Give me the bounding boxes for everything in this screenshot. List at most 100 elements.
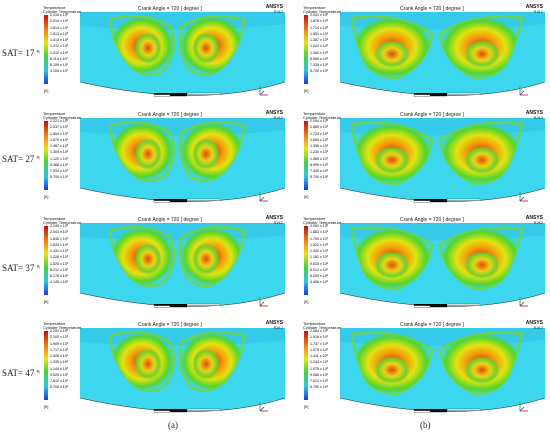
colorbar xyxy=(304,121,308,190)
row-label-sat-17: SAT= 17 ºC xyxy=(2,48,46,58)
colorbar-tick-label: 5.700 x 10² xyxy=(310,69,328,74)
simulation-panel-1: Temperature Cylinder Temperature 2.215 x… xyxy=(40,4,285,104)
caption-a: (a) xyxy=(168,420,178,430)
legend-title: Temperature xyxy=(43,216,66,221)
colorbar-tick-label: 1.703 x 10³ xyxy=(310,236,328,241)
colorbar-tick-label: 4.104 x 10² xyxy=(50,69,68,74)
colorbar-tick-label: 1.551 x 10³ xyxy=(310,31,328,36)
crank-angle-label: Crank Angle = 720 [ degree ] xyxy=(138,322,202,328)
colorbar-tick-label: 1.025 x 10³ xyxy=(50,261,68,266)
colorbar-tick-label: 9.815 x 10² xyxy=(310,261,328,266)
ansys-logo: ANSYS R19.2 xyxy=(525,320,543,331)
scale-bar xyxy=(153,408,221,413)
legend-subtitle: Cylinder Temperature xyxy=(43,325,82,331)
unit-label: [K] xyxy=(44,89,49,93)
crank-angle-label: Crank Angle = 720 [ degree ] xyxy=(400,322,464,328)
temperature-field xyxy=(79,328,285,412)
unit-label: [K] xyxy=(304,405,309,409)
hot-region xyxy=(192,348,220,380)
temperature-field xyxy=(79,12,285,96)
colorbar-tick-label: 1.060 x 10³ xyxy=(310,50,328,55)
temperature-field xyxy=(339,12,545,96)
axis-triad-icon xyxy=(519,192,528,202)
colorbar-tick-label: 7.612 x 10² xyxy=(50,379,68,383)
colorbar-tick-label: 5.700 x 10² xyxy=(310,385,328,390)
axis-triad-icon xyxy=(259,86,268,96)
hot-region xyxy=(374,146,410,174)
colorbar-ticks: 2.291 x 10³ 2.100 x 10³ 1.909 x 10³ 1.717 x… xyxy=(50,329,68,393)
ansys-logo: ANSYS R19.2 xyxy=(265,4,283,15)
colorbar-tick-label: 1.387 x 10³ xyxy=(310,38,328,42)
colorbar-tick-label: 2.084 x 10³ xyxy=(310,329,328,333)
colorbar-tick-label: 6.209 x 10² xyxy=(310,274,328,278)
axis-triad-icon xyxy=(519,297,528,307)
crank-angle-label: Crank Angle = 720 [ degree ] xyxy=(138,6,202,12)
hot-region xyxy=(134,32,162,64)
legend-subtitle: Cylinder Temperature xyxy=(43,220,82,226)
colorbar-tick-label: 1.670 x 10³ xyxy=(50,137,68,142)
simulation-panel-4: Temperature Cylinder Temperature 2.054 x… xyxy=(300,110,545,210)
simulation-panel-3: Temperature Cylinder Temperature 2.221 x… xyxy=(40,110,285,210)
colorbar-tick-label: 1.243 x 10³ xyxy=(310,360,328,365)
legend-title: Temperature xyxy=(303,321,326,326)
legend-title: Temperature xyxy=(43,111,66,116)
colorbar-tick-label: 1.613 x 10³ xyxy=(50,31,68,36)
axis-triad-icon xyxy=(259,192,268,202)
colorbar-tick-label: 2.291 x 10³ xyxy=(50,329,68,333)
scale-bar xyxy=(153,303,221,308)
caption-b: (b) xyxy=(420,420,431,430)
colorbar-tick-label: 9.066 x 10² xyxy=(310,372,328,377)
colorbar-tick-label: 6.178 x 10² xyxy=(50,274,68,278)
scale-bar xyxy=(413,303,481,308)
row-label-sat-27: SAT= 27 ºC xyxy=(2,154,46,164)
hot-region xyxy=(464,356,500,384)
scale-bar xyxy=(413,408,481,413)
colorbar-ticks: 2.221 x 10³ 2.037 x 10³ 1.854 x 10³ 1.670 x… xyxy=(50,119,68,183)
legend-title: Temperature xyxy=(303,111,326,116)
temperature-field xyxy=(339,223,545,307)
colorbar-tick-label: 1.522 x 10³ xyxy=(310,242,328,247)
colorbar-tick-label: 1.224 x 10³ xyxy=(310,44,328,49)
colorbar-tick-label: 7.534 x 10² xyxy=(50,169,68,173)
hot-region xyxy=(464,251,500,279)
colorbar-tick-label: 2.014 x 10³ xyxy=(50,19,68,24)
colorbar-tick-label: 7.335 x 10² xyxy=(310,63,328,67)
simulation-panel-2: Temperature Cylinder Temperature 2.041 x… xyxy=(300,4,545,104)
colorbar-tick-label: 9.368 x 10² xyxy=(50,162,68,167)
colorbar-tick-label: 1.230 x 10³ xyxy=(310,150,328,155)
colorbar-ticks: 2.245 x 10³ 2.041 x 10³ 1.836 x 10³ 1.633 x… xyxy=(50,224,68,288)
axis-triad-icon xyxy=(519,402,528,412)
legend-subtitle: Cylinder Temperature xyxy=(303,325,342,331)
row-label-sat-37: SAT= 37 ºC xyxy=(2,263,46,273)
simulation-panel-5: Temperature Cylinder Temperature 2.245 x… xyxy=(40,215,285,315)
hot-region xyxy=(374,251,410,279)
colorbar-tick-label: 1.065 x 10³ xyxy=(310,156,328,161)
legend-title: Temperature xyxy=(303,216,326,221)
hot-region xyxy=(134,348,162,380)
colorbar-tick-label: 1.304 x 10³ xyxy=(50,150,68,155)
colorbar-tick-label: 1.889 x 10³ xyxy=(310,125,328,130)
colorbar-tick-label: 1.335 x 10³ xyxy=(50,360,68,365)
ansys-logo: ANSYS R19.2 xyxy=(525,110,543,121)
temperature-field xyxy=(79,223,285,307)
unit-label: [K] xyxy=(304,89,309,93)
colorbar-ticks: 2.063 x 10³ 1.883 x 10³ 1.703 x 10³ 1.522 x… xyxy=(310,224,328,288)
colorbar xyxy=(44,121,48,190)
colorbar xyxy=(304,15,308,84)
simulation-panel-6: Temperature Cylinder Temperature 2.063 x… xyxy=(300,215,545,315)
colorbar-tick-label: 2.041 x 10³ xyxy=(310,13,328,17)
colorbar-tick-label: 8.114 x 10² xyxy=(50,56,68,61)
colorbar-ticks: 2.215 x 10³ 2.014 x 10³ 1.814 x 10³ 1.613 x… xyxy=(50,13,68,77)
scale-bar xyxy=(153,198,221,203)
hot-region xyxy=(192,32,220,64)
temperature-field xyxy=(79,118,285,202)
hot-region xyxy=(134,243,162,275)
colorbar xyxy=(44,15,48,84)
colorbar-tick-label: 1.212 x 10³ xyxy=(50,44,68,49)
colorbar-tick-label: 1.012 x 10³ xyxy=(50,50,68,55)
color-legend: Temperature Cylinder Temperature xyxy=(303,5,341,14)
legend-subtitle: Cylinder Temperature xyxy=(43,115,82,121)
axis-triad-icon xyxy=(259,402,268,412)
color-legend: Temperature Cylinder Temperature xyxy=(303,216,341,225)
colorbar-tick-label: 1.228 x 10³ xyxy=(50,255,68,260)
